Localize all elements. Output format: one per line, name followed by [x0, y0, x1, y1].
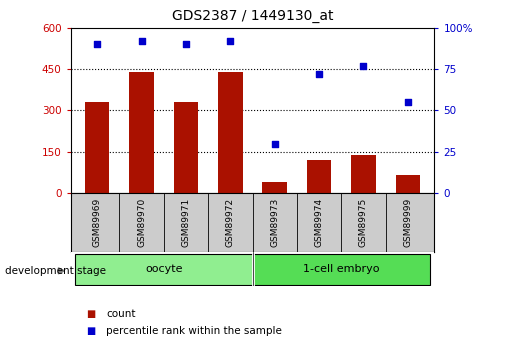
Bar	[218, 72, 242, 193]
Text: percentile rank within the sample: percentile rank within the sample	[106, 326, 282, 336]
Text: 1-cell embryo: 1-cell embryo	[303, 264, 379, 274]
Point	[226, 38, 234, 43]
Bar	[174, 102, 198, 193]
Text: ■: ■	[86, 326, 95, 336]
Bar	[85, 102, 110, 193]
Text: GSM89999: GSM89999	[403, 198, 412, 247]
FancyBboxPatch shape	[75, 254, 252, 285]
Bar	[263, 182, 287, 193]
FancyBboxPatch shape	[252, 254, 430, 285]
Point	[182, 41, 190, 47]
Text: GSM89970: GSM89970	[137, 198, 146, 247]
Text: ■: ■	[86, 309, 95, 319]
Point	[403, 99, 412, 105]
Point	[315, 71, 323, 77]
Text: count: count	[106, 309, 135, 319]
Point	[93, 41, 102, 47]
Bar	[351, 155, 376, 193]
Bar	[129, 72, 154, 193]
Text: GSM89975: GSM89975	[359, 198, 368, 247]
Text: GSM89973: GSM89973	[270, 198, 279, 247]
Text: GSM89972: GSM89972	[226, 198, 235, 247]
Text: GDS2387 / 1449130_at: GDS2387 / 1449130_at	[172, 9, 333, 23]
Text: GSM89974: GSM89974	[315, 198, 324, 247]
Text: oocyte: oocyte	[145, 264, 183, 274]
Point	[271, 141, 279, 146]
Text: GSM89971: GSM89971	[181, 198, 190, 247]
Bar	[395, 175, 420, 193]
Text: GSM89969: GSM89969	[93, 198, 102, 247]
Point	[137, 38, 145, 43]
Point	[360, 63, 368, 68]
Text: development stage: development stage	[5, 266, 106, 276]
Bar	[307, 160, 331, 193]
